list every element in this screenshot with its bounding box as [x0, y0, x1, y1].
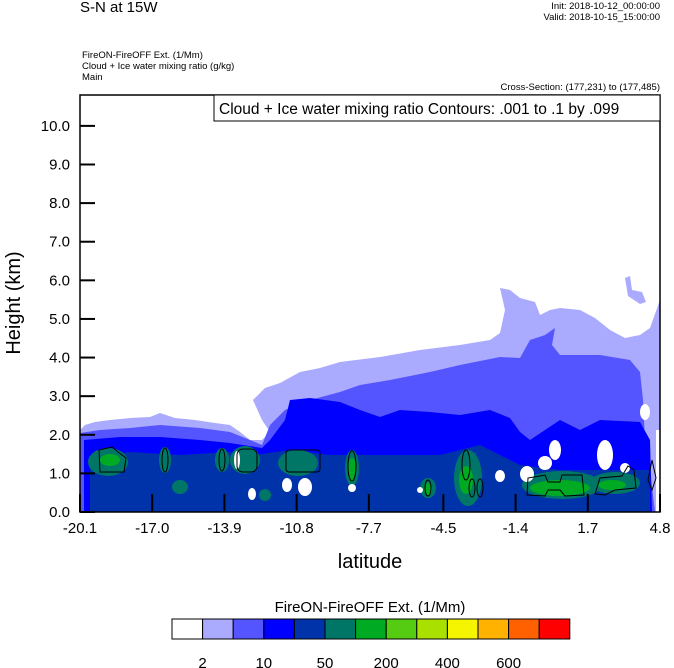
colorbar-swatch	[446, 618, 479, 640]
colorbar-swatch	[263, 618, 295, 640]
colorbar-swatch	[416, 618, 448, 640]
colorbar-label: 2	[198, 655, 206, 668]
colorbar-swatch	[293, 618, 326, 640]
y-tick-label: 1.0	[49, 465, 70, 482]
level-200-region	[90, 445, 650, 512]
colorbar-title: FireON-FireOFF Ext. (1/Mm)	[275, 599, 466, 616]
x-tick-label: -13.9	[207, 520, 241, 537]
y-tick-label: 3.0	[49, 388, 70, 405]
axis-ticks: -20.1 -17.0 -13.9 -10.8 -7.7 -4.5 -1.4 1.7 4.8 0.…	[41, 118, 671, 537]
low-value-blobs	[234, 404, 660, 512]
y-tick-label: 9.0	[49, 157, 70, 174]
colorbar-swatch	[232, 618, 265, 640]
colorbar-swatch	[171, 618, 204, 640]
init-time: Init: 2018-10-12_00:00:00	[551, 1, 660, 12]
colorbar-swatch	[538, 618, 571, 640]
y-tick-label: 5.0	[49, 311, 70, 328]
x-tick-label: -4.5	[430, 520, 456, 537]
colorbar-label: 400	[435, 655, 460, 668]
y-tick-label: 10.0	[41, 118, 70, 135]
x-axis-label: latitude	[338, 551, 403, 573]
contour-info-box	[213, 94, 661, 122]
field-label-3: Main	[82, 72, 103, 83]
colorbar-label: 50	[317, 655, 334, 668]
shaded-field	[80, 276, 660, 512]
cross-section-label: Cross-Section: (177,231) to (177,485)	[500, 82, 660, 93]
x-tick-label: 1.7	[577, 520, 598, 537]
level-2-region-top	[625, 276, 646, 304]
colorbar-swatch	[355, 618, 387, 640]
colorbar-label: 200	[374, 655, 399, 668]
colorbar-label: 600	[496, 655, 521, 668]
y-tick-label: 7.0	[49, 234, 70, 251]
field-label-2: Cloud + Ice water mixing ratio (g/kg)	[82, 61, 235, 72]
contour-lines	[98, 446, 657, 498]
y-axis-label: Height (km)	[3, 251, 25, 354]
y-tick-label: 8.0	[49, 195, 70, 212]
x-tick-label: 4.8	[650, 520, 671, 537]
valid-time: Valid: 2018-10-15_15:00:00	[543, 12, 660, 23]
plot-title: S-N at 15W	[80, 0, 158, 16]
colorbar-swatch	[385, 618, 418, 640]
colorbar: 2 10 50 200 400 600	[171, 618, 571, 668]
x-tick-label: -20.1	[63, 520, 97, 537]
colorbar-swatch	[508, 618, 540, 640]
colorbar-swatch	[324, 618, 357, 640]
x-tick-label: -1.4	[503, 520, 529, 537]
y-tick-label: 0.0	[49, 504, 70, 521]
colorbar-label: 10	[255, 655, 272, 668]
y-tick-label: 4.0	[49, 350, 70, 367]
field-label-1: FireON-FireOFF Ext. (1/Mm)	[82, 50, 203, 61]
colorbar-swatch	[202, 618, 234, 640]
contour-info-label: Cloud + Ice water mixing ratio Contours:…	[219, 101, 619, 118]
x-tick-label: -10.8	[280, 520, 314, 537]
y-tick-label: 6.0	[49, 272, 70, 289]
colorbar-swatch	[477, 618, 510, 640]
x-tick-label: -17.0	[135, 520, 169, 537]
y-tick-label: 2.0	[49, 427, 70, 444]
x-tick-label: -7.7	[356, 520, 382, 537]
